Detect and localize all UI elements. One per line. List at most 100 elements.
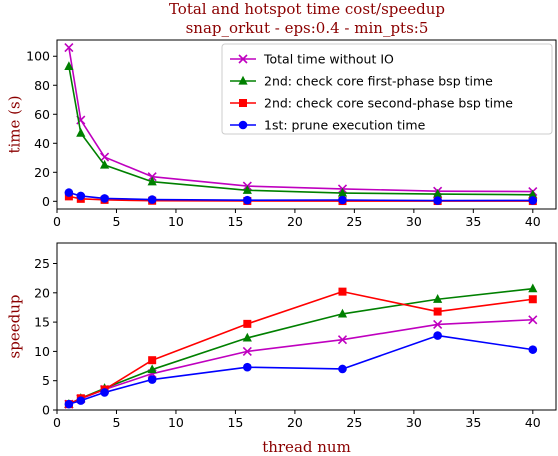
series-line <box>68 47 533 193</box>
data-point <box>76 191 86 201</box>
y-tick-label: 20 <box>34 165 50 180</box>
data-point <box>528 189 538 199</box>
data-point <box>433 319 443 330</box>
chart-title-line2: snap_orkut - eps:0.4 - min_pts:5 <box>186 19 429 37</box>
y-tick-label: 100 <box>26 49 50 64</box>
legend-entry: Total time without IO <box>230 52 394 67</box>
data-point <box>338 195 347 205</box>
x-tick-label: 10 <box>168 415 184 430</box>
legend-marker <box>238 54 248 64</box>
x-tick-label: 20 <box>287 415 303 430</box>
legend-label: 2nd: check core second-phase bsp time <box>264 96 513 111</box>
series-core_first <box>64 283 538 408</box>
y-tick-label: 0 <box>42 194 50 209</box>
x-tick-label: 5 <box>112 214 120 229</box>
x-tick-label: 35 <box>465 214 481 229</box>
data-point <box>242 185 252 194</box>
y-tick-label: 15 <box>34 315 50 330</box>
x-tick-label: 15 <box>227 415 243 430</box>
axes-frame <box>56 242 557 411</box>
data-point <box>337 308 348 318</box>
data-point <box>337 187 348 197</box>
y-tick-label: 10 <box>34 344 50 359</box>
data-point <box>147 364 157 374</box>
legend-label: 1st: prune execution time <box>264 118 426 133</box>
data-point <box>528 196 538 205</box>
data-point <box>100 152 110 162</box>
y-tick-label: 0 <box>42 403 50 418</box>
x-tick-label: 30 <box>406 415 422 430</box>
data-point <box>528 295 537 304</box>
series-line <box>68 66 533 196</box>
data-point <box>338 287 347 296</box>
data-point <box>528 283 538 293</box>
legend-marker <box>238 120 248 130</box>
x-tick-label: 5 <box>112 415 120 430</box>
axes-frame <box>56 39 557 210</box>
y-tick-label: 80 <box>34 78 50 93</box>
x-tick-label: 35 <box>465 415 481 430</box>
data-point <box>99 159 110 169</box>
data-point <box>64 61 74 71</box>
legend-marker <box>238 75 248 85</box>
data-point <box>433 196 442 205</box>
data-point <box>433 307 442 316</box>
series-prune <box>64 331 538 409</box>
data-point <box>528 345 538 354</box>
x-tick-label: 30 <box>406 214 422 229</box>
data-point <box>64 42 74 53</box>
legend-label: Total time without IO <box>263 52 394 67</box>
data-point <box>243 319 252 328</box>
data-point <box>64 399 74 409</box>
x-tick-label: 40 <box>525 214 541 229</box>
legend-entry: 1st: prune execution time <box>230 118 426 133</box>
legend-marker <box>239 99 247 107</box>
y-axis-label: time (s) <box>5 95 23 153</box>
data-point <box>433 294 443 303</box>
y-tick-label: 20 <box>34 285 50 300</box>
time-plot: 0 5 10 15 20 25 30 35 40 0 20 40 60 80 100 time (s) Tota… <box>5 39 557 229</box>
legend: Total time without IO 2nd: check core fir… <box>221 43 553 135</box>
chart-title-line1: Total and hotspot time cost/speedup <box>169 0 445 18</box>
x-tick-label: 25 <box>346 415 362 430</box>
speedup-plot: 0 5 10 15 20 25 30 35 40 0 5 10 15 20 25 speedup thread … <box>5 242 557 456</box>
data-point <box>337 335 348 345</box>
data-point <box>242 332 252 342</box>
data-point <box>64 188 74 197</box>
data-point <box>76 127 86 137</box>
legend-label: 2nd: check core first-phase bsp time <box>264 74 493 89</box>
y-axis-label: speedup <box>5 295 23 359</box>
data-point <box>433 331 442 340</box>
x-tick-label: 15 <box>227 214 243 229</box>
data-point <box>148 356 157 365</box>
y-tick-label: 40 <box>34 136 50 151</box>
x-tick-label: 40 <box>525 415 541 430</box>
data-point <box>338 364 347 374</box>
y-tick-label: 60 <box>34 107 50 122</box>
y-tick-label: 25 <box>34 256 50 271</box>
data-point <box>147 176 157 186</box>
data-point <box>76 396 86 405</box>
x-tick-label: 0 <box>53 415 61 430</box>
series-total <box>64 315 538 409</box>
legend-box <box>221 43 553 135</box>
series-core_first <box>64 61 538 199</box>
legend-entry: 2nd: check core second-phase bsp time <box>230 96 513 111</box>
series-line <box>68 318 533 405</box>
series-core_second <box>64 287 537 409</box>
series-prune <box>64 188 538 205</box>
y-tick-label: 5 <box>42 373 50 388</box>
data-point <box>243 362 252 372</box>
x-tick-label: 25 <box>346 214 362 229</box>
data-point <box>100 388 109 397</box>
data-point <box>242 346 252 356</box>
data-point <box>100 194 109 203</box>
x-tick-label: 10 <box>168 214 184 229</box>
series-line <box>68 334 533 405</box>
x-axis-label: thread num <box>262 438 351 456</box>
x-tick-label: 20 <box>287 214 303 229</box>
x-tick-label: 0 <box>53 214 61 229</box>
series-line <box>68 290 533 405</box>
data-point <box>147 195 157 204</box>
